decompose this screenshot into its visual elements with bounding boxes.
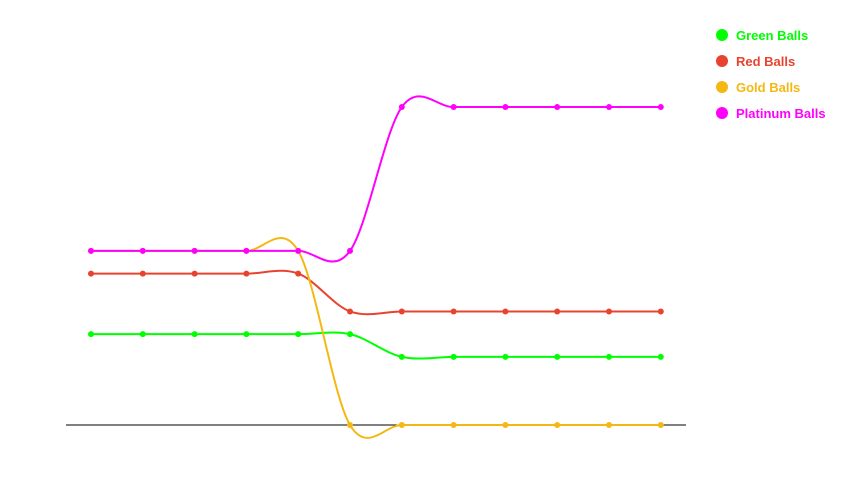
- data-point-platinum-balls-5[interactable]: [295, 247, 302, 254]
- data-point-red-balls-5[interactable]: [295, 270, 302, 277]
- series-line-red-balls: [91, 269, 661, 316]
- legend-label: Gold Balls: [736, 79, 801, 95]
- data-point-red-balls-1[interactable]: [88, 270, 94, 277]
- series-layer: [88, 95, 664, 439]
- legend-item-red-balls[interactable]: Red Balls: [716, 48, 826, 74]
- data-point-red-balls-2[interactable]: [139, 270, 146, 277]
- data-point-red-balls-10[interactable]: [554, 308, 561, 315]
- data-point-platinum-balls-4[interactable]: [243, 247, 250, 254]
- data-point-red-balls-3[interactable]: [191, 270, 198, 277]
- data-point-green-balls-9[interactable]: [502, 353, 509, 360]
- legend-label: Green Balls: [736, 27, 809, 43]
- data-point-platinum-balls-12[interactable]: [657, 104, 664, 111]
- data-point-green-balls-5[interactable]: [295, 331, 302, 338]
- legend-item-platinum-balls[interactable]: Platinum Balls: [716, 100, 826, 126]
- data-point-platinum-balls-6[interactable]: [347, 247, 353, 254]
- data-point-red-balls-12[interactable]: [657, 308, 664, 315]
- data-point-green-balls-11[interactable]: [606, 353, 612, 360]
- legend-swatch-icon: [716, 55, 728, 67]
- data-point-platinum-balls-11[interactable]: [606, 104, 612, 111]
- data-point-green-balls-6[interactable]: [347, 331, 353, 338]
- chart-legend: Green Balls Red Balls Gold Balls Platinum B…: [716, 22, 826, 126]
- data-point-platinum-balls-3[interactable]: [191, 247, 198, 254]
- data-point-green-balls-10[interactable]: [554, 353, 561, 360]
- data-point-green-balls-12[interactable]: [657, 353, 664, 360]
- data-point-green-balls-2[interactable]: [139, 331, 146, 338]
- data-point-platinum-balls-9[interactable]: [502, 104, 509, 111]
- data-point-red-balls-4[interactable]: [243, 270, 250, 277]
- data-point-gold-balls-6[interactable]: [347, 422, 353, 428]
- legend-swatch-icon: [716, 29, 728, 41]
- data-point-red-balls-8[interactable]: [450, 308, 457, 315]
- data-point-gold-balls-12[interactable]: [657, 422, 664, 428]
- legend-swatch-icon: [716, 107, 728, 119]
- data-point-green-balls-1[interactable]: [88, 331, 94, 338]
- series-line-gold-balls: [91, 237, 661, 439]
- data-point-gold-balls-9[interactable]: [502, 422, 509, 428]
- data-point-green-balls-3[interactable]: [191, 331, 198, 338]
- series-line-green-balls: [91, 331, 661, 360]
- series-line-platinum-balls: [91, 95, 661, 263]
- data-point-green-balls-8[interactable]: [450, 353, 457, 360]
- data-point-platinum-balls-10[interactable]: [554, 104, 561, 111]
- data-point-red-balls-11[interactable]: [606, 308, 612, 315]
- data-point-platinum-balls-7[interactable]: [398, 104, 405, 111]
- legend-swatch-icon: [716, 81, 728, 93]
- data-point-gold-balls-7[interactable]: [398, 422, 405, 428]
- data-point-gold-balls-11[interactable]: [606, 422, 612, 428]
- legend-label: Platinum Balls: [736, 105, 826, 121]
- legend-item-gold-balls[interactable]: Gold Balls: [716, 74, 826, 100]
- data-point-gold-balls-8[interactable]: [450, 422, 457, 428]
- data-point-red-balls-9[interactable]: [502, 308, 509, 315]
- data-point-platinum-balls-8[interactable]: [450, 104, 457, 111]
- data-point-red-balls-6[interactable]: [347, 308, 353, 315]
- data-point-green-balls-4[interactable]: [243, 331, 250, 338]
- data-point-platinum-balls-2[interactable]: [139, 247, 146, 254]
- data-point-red-balls-7[interactable]: [398, 308, 405, 315]
- data-point-platinum-balls-1[interactable]: [88, 247, 94, 254]
- data-point-gold-balls-10[interactable]: [554, 422, 561, 428]
- data-point-green-balls-7[interactable]: [398, 353, 405, 360]
- legend-item-green-balls[interactable]: Green Balls: [716, 22, 826, 48]
- legend-label: Red Balls: [736, 53, 796, 69]
